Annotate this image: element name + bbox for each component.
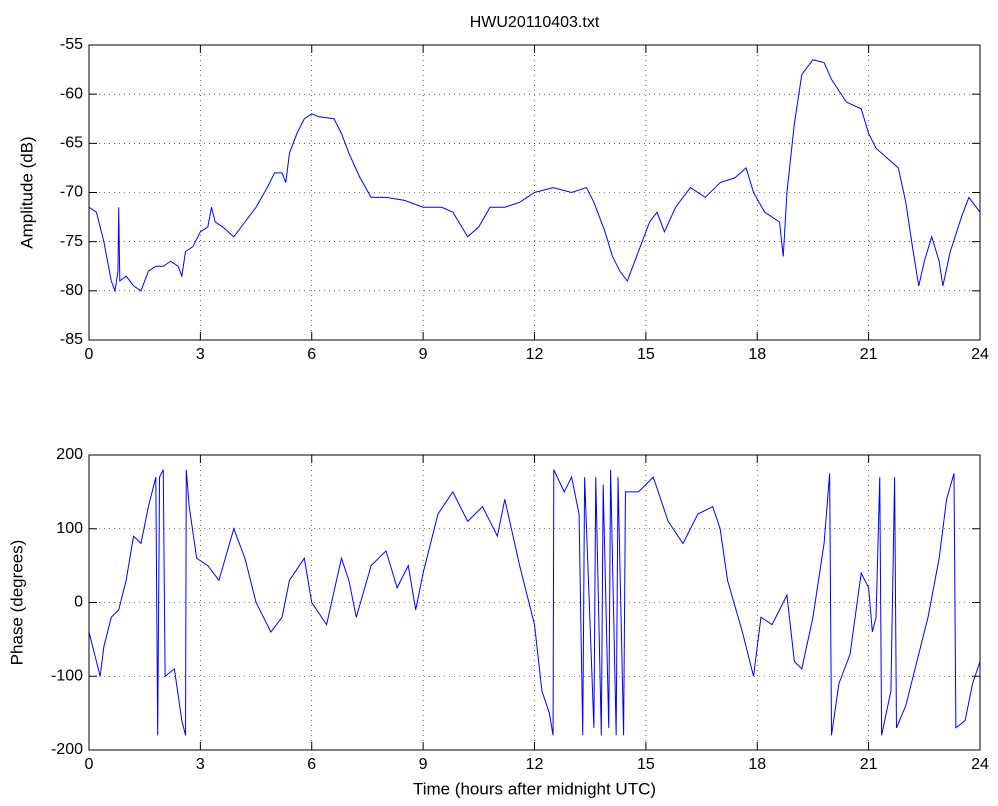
y-tick-label: -70 (60, 184, 83, 201)
y-tick-label: -75 (60, 233, 83, 250)
data-line (88, 469, 981, 736)
x-tick-label: 0 (85, 346, 94, 363)
y-tick-label: -55 (60, 36, 83, 53)
x-tick-label: 15 (637, 756, 655, 773)
axes-box (88, 454, 981, 751)
x-tick-label: 0 (85, 756, 94, 773)
y-tick-label: -80 (60, 282, 83, 299)
x-tick-label: 6 (307, 346, 316, 363)
y-tick-label: -100 (51, 667, 83, 684)
y-axis-label: Phase (degrees) (7, 540, 26, 666)
y-tick-label: 200 (56, 446, 83, 463)
x-tick-label: 9 (419, 346, 428, 363)
x-tick-label: 15 (637, 346, 655, 363)
y-tick-label: -65 (60, 135, 83, 152)
x-tick-label: 24 (971, 346, 989, 363)
x-tick-label: 18 (748, 346, 766, 363)
x-tick-label: 21 (860, 346, 878, 363)
y-axis-label: Amplitude (dB) (17, 136, 36, 248)
x-tick-label: 18 (748, 756, 766, 773)
x-tick-label: 3 (196, 346, 205, 363)
x-tick-label: 24 (971, 756, 989, 773)
x-tick-label: 12 (526, 756, 544, 773)
x-tick-label: 9 (419, 756, 428, 773)
y-tick-label: -200 (51, 741, 83, 758)
y-tick-label: -85 (60, 331, 83, 348)
y-tick-label: -60 (60, 85, 83, 102)
data-line (88, 59, 981, 293)
x-tick-label: 21 (860, 756, 878, 773)
x-axis-label: Time (hours after midnight UTC) (413, 779, 656, 798)
x-tick-label: 12 (526, 346, 544, 363)
y-tick-label: 0 (74, 594, 83, 611)
x-tick-label: 6 (307, 756, 316, 773)
axes-box (88, 44, 981, 341)
y-tick-label: 100 (56, 520, 83, 537)
chart-title: HWU20110403.txt (470, 14, 600, 31)
x-tick-label: 3 (196, 756, 205, 773)
